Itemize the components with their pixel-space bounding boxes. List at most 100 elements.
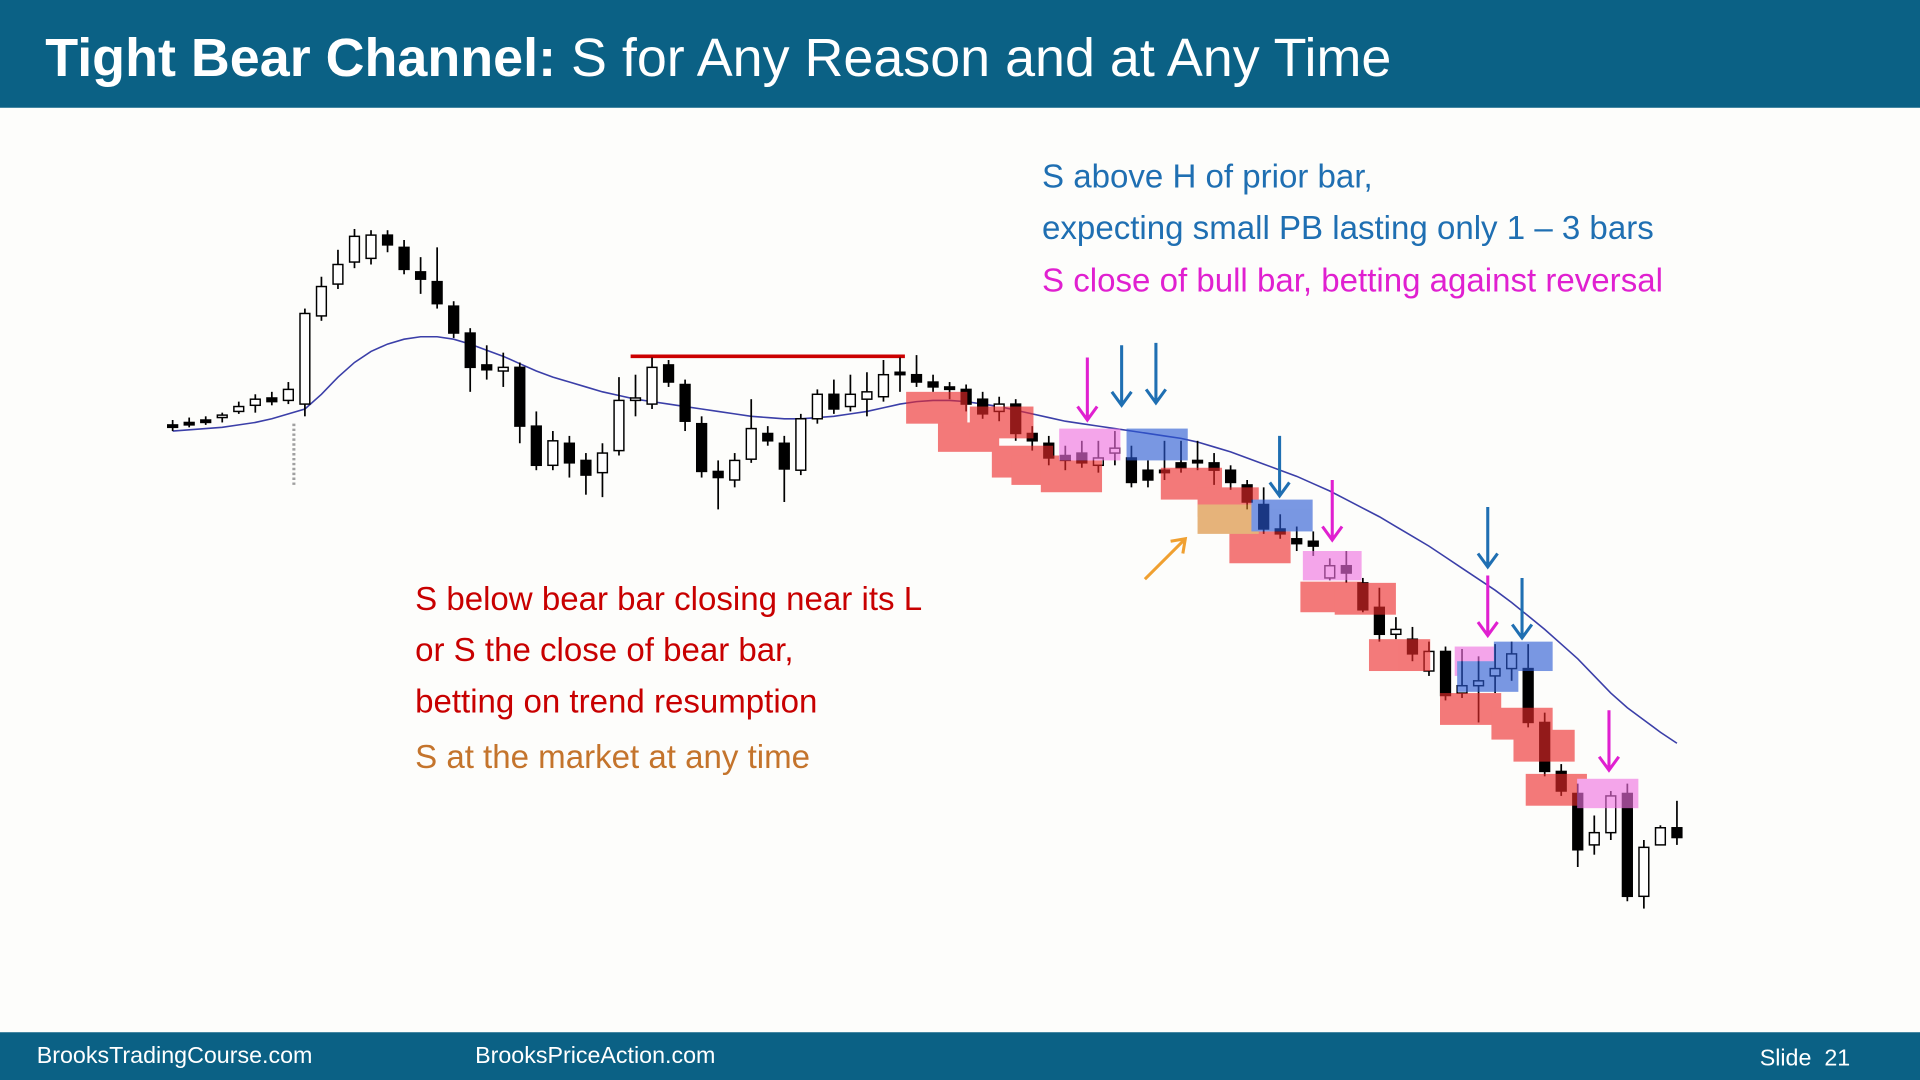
candle-body	[1191, 459, 1204, 464]
box	[1577, 778, 1639, 809]
candle-body	[414, 271, 427, 280]
candle-body	[729, 459, 741, 481]
arrow	[1511, 577, 1534, 641]
arrows	[292, 342, 1621, 773]
candle-body	[266, 397, 278, 403]
annotation: expecting small PB lasting only 1 – 3 ba…	[1042, 210, 1654, 247]
box	[969, 406, 1034, 439]
candle-body	[381, 234, 394, 246]
candle-body	[431, 280, 443, 305]
pink-boxes	[1059, 428, 1639, 809]
arrow	[1476, 506, 1499, 570]
box	[1059, 428, 1121, 461]
annotation: S above H of prior bar,	[1042, 158, 1373, 195]
footer-bar	[0, 1032, 1920, 1080]
box	[1493, 641, 1553, 672]
arrow	[1476, 575, 1499, 639]
orange-arrow	[1143, 536, 1188, 581]
title-bold: Tight Bear Channel:	[45, 28, 556, 88]
footer-middle: BrooksPriceAction.com	[475, 1042, 715, 1068]
candle-body	[348, 235, 361, 263]
candle-body	[282, 388, 295, 402]
arrow	[1144, 342, 1167, 406]
candle-body	[514, 366, 526, 427]
candle-body	[332, 263, 344, 285]
candle-body	[877, 373, 890, 398]
annotation: or S the close of bear bar,	[415, 632, 793, 669]
candle-body	[580, 459, 592, 476]
candle-body	[894, 371, 906, 376]
candle-body	[448, 305, 460, 334]
candle-body	[828, 393, 840, 410]
candle-body	[183, 421, 195, 426]
arrow	[1076, 357, 1099, 423]
candle-body	[1142, 469, 1154, 481]
slide-number: Slide 21	[1760, 1044, 1850, 1070]
candle-body	[233, 405, 245, 413]
box	[1040, 460, 1103, 493]
candle-body	[844, 393, 857, 408]
candle-body	[315, 285, 328, 317]
box	[906, 391, 968, 424]
pink-arrows	[1076, 357, 1621, 773]
red-boxes	[906, 391, 1587, 806]
candle-body	[762, 432, 774, 442]
candle-body	[464, 332, 476, 369]
highlights	[906, 391, 1639, 809]
header-bar	[0, 0, 1920, 108]
candle-body	[1307, 540, 1319, 547]
candle-body	[662, 364, 675, 383]
candle-body	[613, 399, 625, 452]
candle-body	[629, 397, 642, 402]
box	[1229, 531, 1291, 564]
candle-body	[943, 386, 956, 391]
candle-body	[200, 419, 212, 424]
candle-body	[1654, 827, 1667, 846]
candle-body	[745, 427, 757, 460]
candle-body	[910, 373, 923, 383]
candle-body	[365, 234, 377, 260]
candle-body	[1224, 469, 1237, 484]
orange-box	[1197, 504, 1259, 534]
candle-body	[1390, 628, 1402, 636]
candle-body	[1588, 831, 1600, 846]
box	[1368, 639, 1431, 672]
candle-body	[778, 442, 790, 470]
candle-body	[646, 366, 658, 405]
annotation: S below bear bar closing near its L	[415, 581, 922, 618]
arrow	[1597, 710, 1621, 773]
candle-body	[927, 381, 939, 388]
candle-body	[563, 442, 576, 464]
box	[1525, 773, 1587, 806]
candle-body	[696, 422, 708, 473]
arrow	[1110, 345, 1133, 408]
candle-body	[1175, 462, 1187, 469]
candle-body	[299, 312, 311, 405]
candle-body	[679, 383, 691, 422]
candle-body	[167, 424, 179, 429]
box	[1126, 428, 1188, 461]
annotation: S close of bull bar, betting against rev…	[1042, 262, 1663, 299]
title-rest: S for Any Reason and at Any Time	[556, 28, 1391, 88]
candle-body	[861, 391, 873, 400]
candle-body	[1621, 792, 1633, 898]
candle-body	[1125, 457, 1138, 484]
annotation: betting on trend resumption	[415, 684, 817, 721]
arrow	[1268, 435, 1291, 499]
blue-boxes	[1126, 428, 1553, 692]
candle-body	[795, 418, 807, 471]
title: Tight Bear Channel: S for Any Reason and…	[45, 28, 1391, 88]
candle-body	[1291, 538, 1303, 545]
box	[1513, 729, 1575, 762]
candle-body	[1638, 846, 1650, 898]
footer-left: BrooksTradingCourse.com	[37, 1042, 313, 1068]
blue-arrows	[1110, 342, 1534, 641]
arrow	[1321, 480, 1344, 543]
candle-body	[712, 470, 724, 479]
candle-body	[481, 364, 493, 371]
box	[1334, 582, 1396, 615]
candle-body	[497, 366, 509, 372]
